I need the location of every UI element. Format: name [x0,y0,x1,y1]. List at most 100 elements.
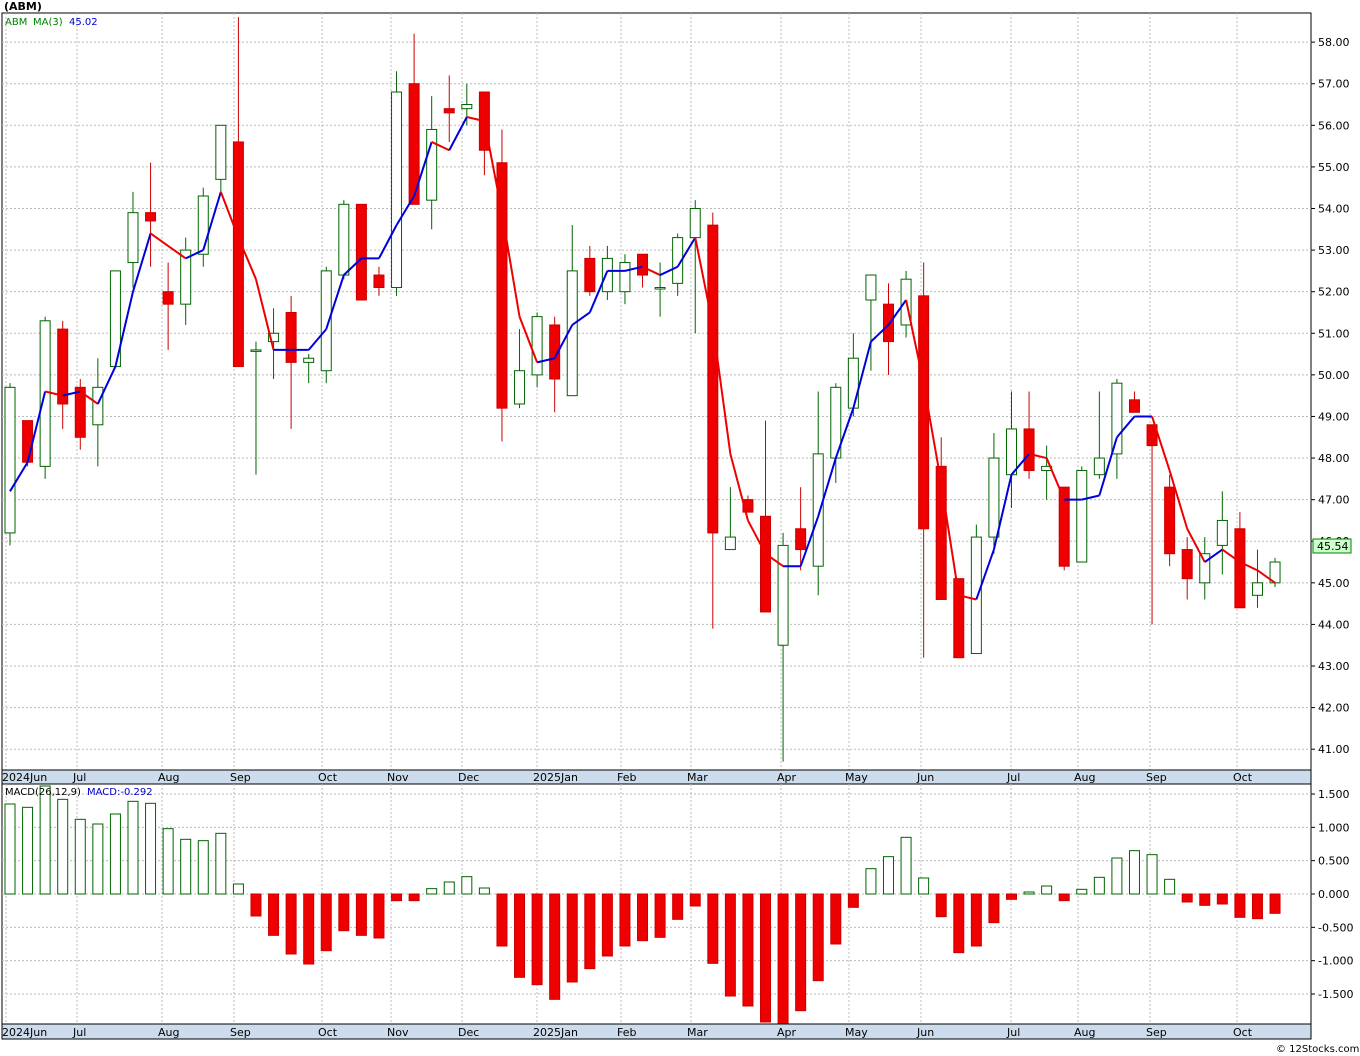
date-label: Nov [387,1026,409,1039]
candle-body [760,515,772,613]
macd-bar [777,893,789,1025]
candle-body [847,357,859,409]
candle-body [391,91,403,289]
candle [303,354,315,384]
date-label: 2024Jun [2,1026,47,1039]
date-label: Jul [72,1026,86,1039]
macd-bar [215,832,227,895]
price-tick-label: 51.00 [1318,327,1350,340]
candle-body [514,370,526,405]
ma-segment [1151,416,1171,471]
date-label: Sep [1146,771,1167,784]
ma-segment [1168,470,1189,530]
legend-ma-label: MA(3) [33,17,63,28]
ma-segment [588,270,609,313]
candle [584,245,596,296]
candle-body [92,386,104,426]
candle-body [22,420,34,463]
macd-bar [795,893,807,1012]
candle-body [619,262,631,293]
ma-segment [149,232,169,247]
ma-segment [500,212,521,317]
candle [742,495,754,513]
date-band-top [1,769,1312,785]
ma-segment [132,233,152,292]
candle-body [918,295,930,530]
ma-segment [887,299,907,326]
ma-segment [255,278,275,351]
price-tick-label: 48.00 [1318,452,1350,465]
macd-bar [1234,893,1246,918]
macd-tick-label: 0.000 [1318,888,1350,901]
macd-bar [92,823,104,895]
candle-body [232,141,244,368]
price-tick-label: 52.00 [1318,286,1350,299]
date-label: 2025Jan [533,771,578,784]
candle [812,391,824,596]
date-label: Oct [318,1026,338,1039]
ma-segment [413,141,433,197]
macd-bar [57,798,69,895]
macd-bar [1164,878,1176,895]
date-label: Feb [617,771,636,784]
candle-body [970,536,982,655]
ma-segment [922,383,943,484]
candle-body [795,528,807,551]
macd-bar [566,893,578,983]
macd-bar [619,893,631,947]
macd-bar [1111,857,1123,895]
ma-segment [202,191,222,251]
candle [250,341,262,475]
candle-body [268,332,280,343]
price-tick-label: 55.00 [1318,161,1350,174]
chart-title: (ABM) [4,0,42,13]
macd-bar [1269,893,1281,914]
candle [777,532,789,762]
candle-body [707,224,719,534]
macd-bar [1023,891,1035,895]
candle [197,187,209,267]
date-label: Jul [72,771,86,784]
legend-macd-value: MACD:-0.292 [87,787,153,798]
macd-bar [1058,893,1070,902]
ma-segment [26,391,47,463]
macd-bar [1076,888,1088,895]
macd-bar [637,893,649,942]
candle [760,420,772,613]
candle-body [584,257,596,293]
ma-segment [799,515,820,567]
legend-macd-label: MACD(26,12,9) [5,787,81,798]
candle-body [496,162,508,409]
candle [92,358,104,467]
macd-bar [953,893,965,954]
ma-segment [905,299,925,384]
candle-body [408,83,420,205]
date-label: Apr [777,1026,797,1039]
date-label: 2024Jun [2,771,47,784]
price-tick-label: 44.00 [1318,618,1350,631]
price-tick-label: 45.00 [1318,577,1350,590]
ma-segment [1239,561,1258,572]
price-tick-label: 50.00 [1318,369,1350,382]
ma-segment [62,390,81,397]
ma-segment [395,195,415,226]
candle-body [654,287,666,290]
candle [1216,491,1228,575]
macd-bar [707,893,719,964]
date-label: May [845,771,868,784]
macd-bar [514,893,526,978]
ma-segment [1204,548,1223,563]
candle-body [953,578,965,659]
ma-segment [431,141,450,152]
candle-body [1164,486,1176,555]
candle-body [601,257,613,293]
ma-segment [676,237,697,268]
candle [74,379,86,450]
candle-body [1023,428,1035,472]
macd-bar [865,868,877,895]
candle-body [865,274,877,301]
macd-bar [1199,893,1211,906]
ma-segment [1186,528,1206,563]
macd-bar [654,893,666,938]
candle [1128,391,1140,413]
